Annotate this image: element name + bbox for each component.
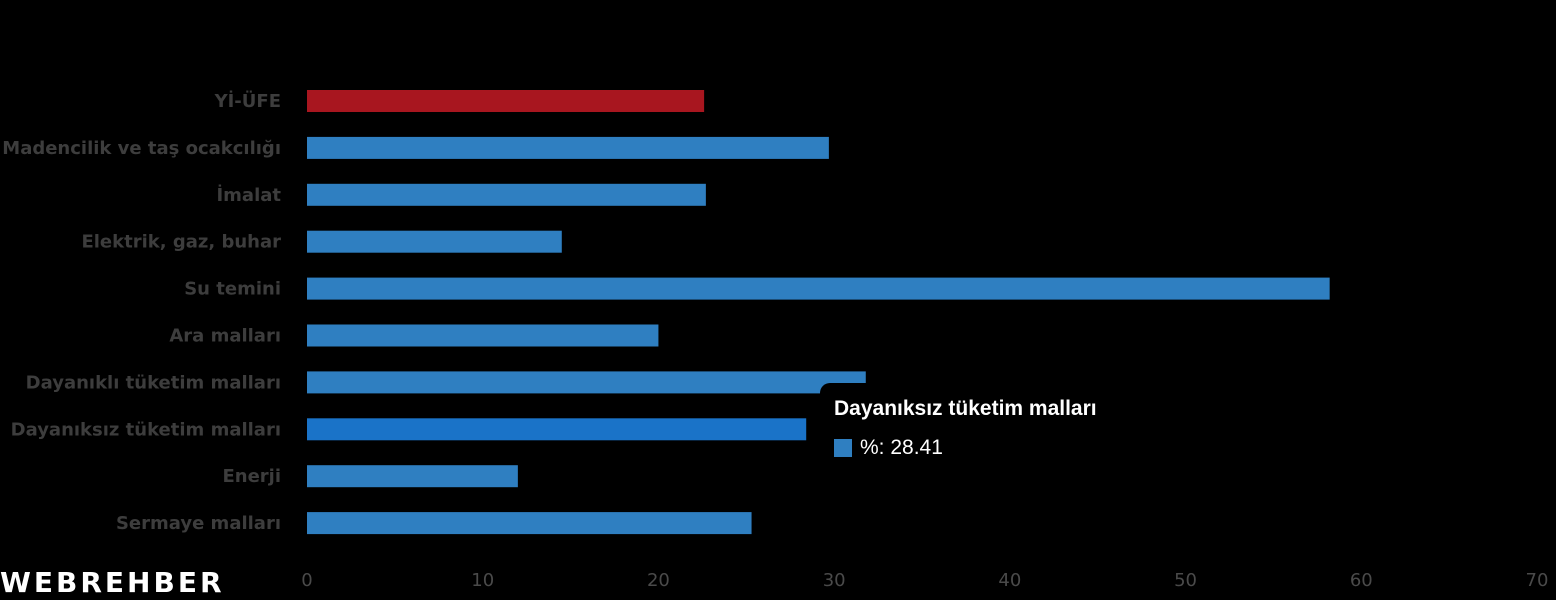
category-label: Madencilik ve taş ocakcılığı: [2, 138, 281, 159]
bar[interactable]: [307, 90, 705, 112]
category-label: Dayanıksız tüketim malları: [11, 419, 281, 440]
bar[interactable]: [307, 136, 829, 159]
bar[interactable]: [307, 465, 518, 488]
tooltip-value: %: 28.41: [860, 436, 943, 459]
bar[interactable]: [307, 512, 752, 535]
brand-logo: WEBREHBER: [0, 566, 225, 599]
category-label: Elektrik, gaz, buhar: [81, 232, 281, 253]
bar[interactable]: [307, 183, 706, 206]
category-labels: Yİ-ÜFE Madencilik ve taş ocakcılığı İmalat…: [2, 90, 281, 534]
category-label: Su temini: [184, 279, 281, 300]
category-label: Enerji: [222, 466, 281, 487]
x-tick-label: 50: [1174, 570, 1197, 591]
bars: [307, 90, 1330, 535]
x-tick-label: 60: [1350, 570, 1373, 591]
bar[interactable]: [307, 324, 659, 347]
tooltip: Dayanıksız tüketim malları %: 28.41: [820, 383, 1140, 475]
bar[interactable]: [307, 230, 562, 253]
category-label: Yİ-ÜFE: [214, 90, 281, 112]
bar[interactable]: [307, 418, 807, 441]
x-tick-label: 70: [1526, 570, 1549, 591]
bar[interactable]: [307, 277, 1330, 300]
x-tick-label: 0: [301, 570, 312, 591]
category-label: Ara malları: [169, 326, 281, 347]
bar[interactable]: [307, 371, 866, 394]
category-label: Dayanıklı tüketim malları: [26, 372, 281, 393]
x-tick-label: 40: [998, 570, 1021, 591]
tooltip-title: Dayanıksız tüketim malları: [834, 397, 1097, 420]
tooltip-series-swatch: [834, 439, 852, 457]
category-label: Sermaye malları: [116, 513, 281, 534]
category-label: İmalat: [216, 184, 281, 206]
x-axis-ticks: 0 10 20 30 40 50 60 70: [301, 570, 1548, 591]
tooltip-row: %: 28.41: [834, 436, 943, 460]
x-tick-label: 20: [647, 570, 670, 591]
x-tick-label: 30: [823, 570, 846, 591]
x-tick-label: 10: [471, 570, 494, 591]
